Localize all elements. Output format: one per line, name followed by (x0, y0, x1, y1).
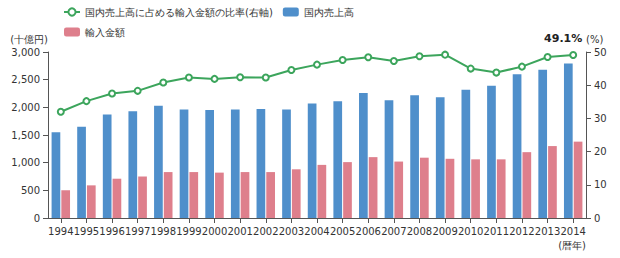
svg-text:2006: 2006 (356, 226, 381, 237)
svg-text:2004: 2004 (304, 226, 329, 237)
svg-text:2012: 2012 (509, 226, 534, 237)
svg-text:2011: 2011 (484, 226, 509, 237)
svg-text:1996: 1996 (99, 226, 124, 237)
svg-text:2008: 2008 (407, 226, 432, 237)
svg-text:(十億円): (十億円) (10, 34, 48, 45)
svg-text:0: 0 (594, 213, 600, 224)
svg-text:2000: 2000 (202, 226, 227, 237)
svg-text:49.1%: 49.1% (544, 32, 582, 45)
svg-text:輸入金額: 輸入金額 (85, 27, 125, 38)
svg-text:国内売上高: 国内売上高 (304, 7, 354, 18)
svg-text:2001: 2001 (227, 226, 252, 237)
svg-text:2,500: 2,500 (11, 74, 40, 85)
svg-text:0: 0 (34, 213, 40, 224)
svg-text:1997: 1997 (125, 226, 150, 237)
svg-text:40: 40 (594, 80, 607, 91)
svg-text:2009: 2009 (432, 226, 457, 237)
svg-text:2007: 2007 (381, 226, 406, 237)
svg-text:1994: 1994 (48, 226, 73, 237)
svg-text:2013: 2013 (535, 226, 560, 237)
svg-text:国内売上高に占める輸入金額の比率(右軸): 国内売上高に占める輸入金額の比率(右軸) (85, 7, 273, 18)
svg-text:(暦年): (暦年) (558, 240, 586, 251)
svg-text:2014: 2014 (560, 226, 585, 237)
svg-text:20: 20 (594, 146, 607, 157)
svg-text:2,000: 2,000 (11, 102, 40, 113)
svg-text:3,000: 3,000 (11, 47, 40, 58)
svg-text:1,500: 1,500 (11, 130, 40, 141)
svg-text:(%): (%) (586, 34, 603, 45)
svg-text:50: 50 (594, 47, 607, 58)
svg-text:1995: 1995 (74, 226, 99, 237)
svg-text:1998: 1998 (151, 226, 176, 237)
svg-text:30: 30 (594, 113, 607, 124)
svg-text:2010: 2010 (458, 226, 483, 237)
svg-text:2003: 2003 (279, 226, 304, 237)
svg-text:500: 500 (21, 185, 40, 196)
svg-text:2002: 2002 (253, 226, 278, 237)
svg-text:1999: 1999 (176, 226, 201, 237)
svg-text:10: 10 (594, 179, 607, 190)
svg-text:2005: 2005 (330, 226, 355, 237)
svg-text:1,000: 1,000 (11, 157, 40, 168)
